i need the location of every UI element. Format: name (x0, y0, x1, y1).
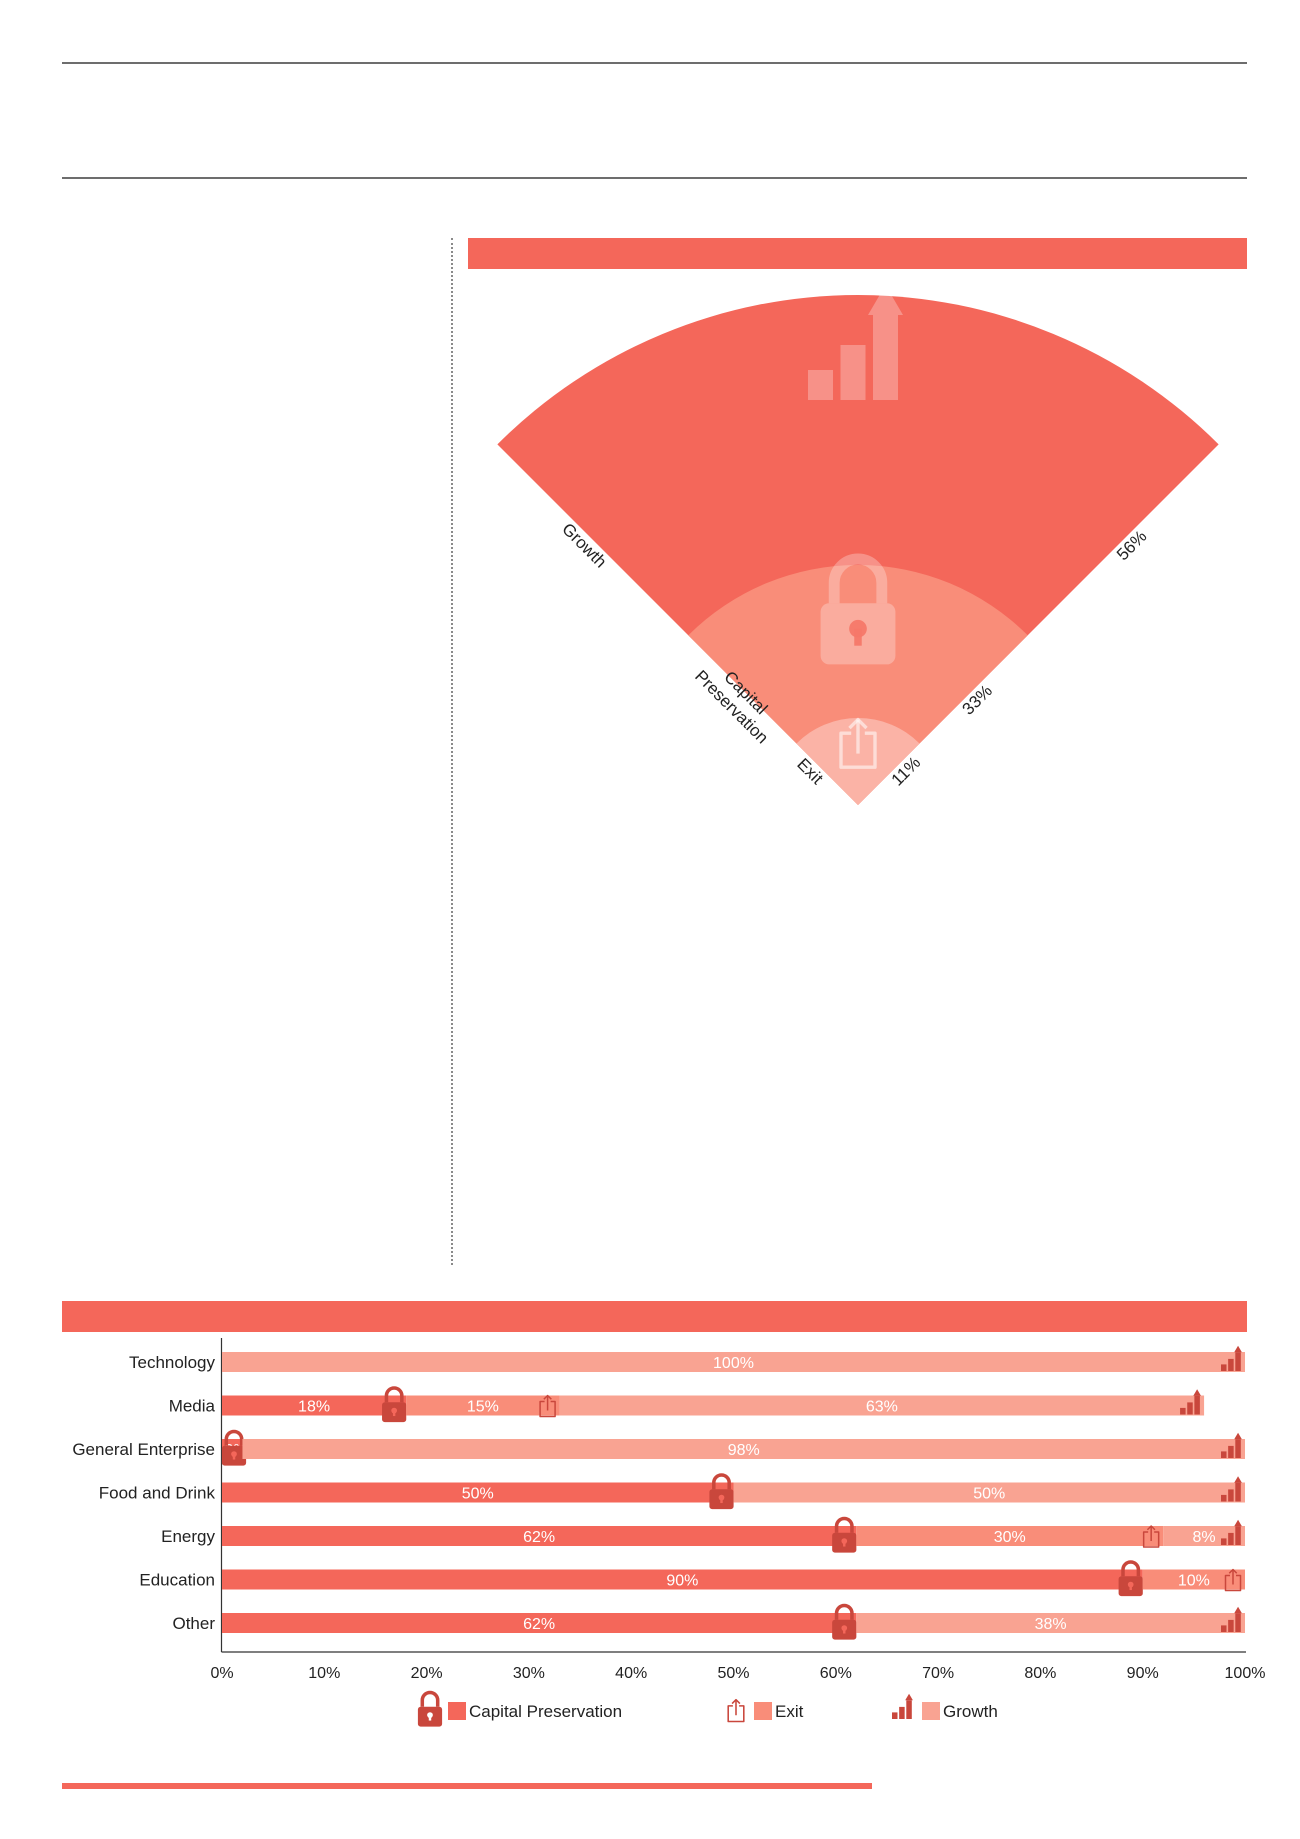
exit-share-icon (1224, 1568, 1242, 1592)
data-label: 50% (462, 1486, 494, 1503)
padlock-icon (221, 1429, 247, 1466)
category-label: General Enterprise (72, 1440, 215, 1459)
growth-bars-arrow-icon (892, 1693, 913, 1719)
bar-segment-growth (222, 1352, 1245, 1372)
bar-segment-capital-preservation (222, 1526, 857, 1546)
category-label: Other (172, 1614, 215, 1633)
bar-segment-exit (1142, 1569, 1245, 1590)
data-label: 30% (994, 1529, 1026, 1546)
fan-sector-exit (796, 718, 920, 805)
data-label: 50% (973, 1486, 1005, 1503)
x-tick-label: 0% (210, 1665, 233, 1682)
data-label: 63% (866, 1399, 898, 1416)
exit-share-icon (727, 1698, 745, 1723)
legend-label: Capital Preservation (469, 1702, 622, 1721)
fan-sector-capital-preservation (688, 565, 1028, 805)
growth-bars-arrow-icon (1221, 1606, 1242, 1632)
exit-share-icon (539, 1394, 556, 1418)
x-tick-label: 30% (513, 1665, 545, 1682)
padlock-icon (709, 1473, 734, 1510)
bar-segment-exit (856, 1526, 1164, 1546)
bar-segment-capital-preservation (222, 1569, 1143, 1590)
padlock-icon (820, 553, 896, 665)
x-tick-label: 10% (308, 1665, 340, 1682)
x-tick-label: 90% (1127, 1665, 1159, 1682)
legend-swatch (448, 1702, 466, 1720)
padlock-icon (832, 1516, 857, 1553)
x-tick-label: 60% (820, 1665, 852, 1682)
padlock-icon (382, 1386, 407, 1423)
data-label: 15% (467, 1399, 499, 1416)
bar-segment-growth (733, 1482, 1245, 1503)
padlock-icon (832, 1603, 857, 1640)
column-divider (451, 238, 453, 1265)
growth-bars-arrow-icon (1221, 1432, 1242, 1458)
bar-chart: Technology 100% Media 18% 15% 63% General Ente… (72, 1338, 1266, 1727)
data-label: 98% (728, 1442, 760, 1459)
padlock-icon (417, 1690, 443, 1727)
footer-accent-rule (62, 1783, 872, 1789)
legend-label: Exit (775, 1702, 804, 1721)
growth-bars-arrow-icon (1221, 1476, 1242, 1502)
data-label: 62% (523, 1529, 555, 1546)
exit-share-icon (839, 717, 877, 769)
growth-bars-arrow-icon (1221, 1345, 1242, 1371)
bar-chart-title-band (62, 1301, 1247, 1332)
data-label: 10% (1178, 1573, 1210, 1590)
growth-bars-arrow-icon (808, 285, 903, 400)
fan-sector-growth (497, 295, 1219, 805)
category-label: Education (139, 1571, 215, 1590)
growth-bars-arrow-icon (1221, 1519, 1242, 1545)
padlock-icon (1118, 1560, 1143, 1597)
bar-segment-capital-preservation (222, 1395, 407, 1416)
fan-icons (808, 285, 903, 769)
bar-segment-capital-preservation (222, 1482, 734, 1503)
legend-label: Growth (943, 1702, 998, 1721)
x-tick-label: 70% (922, 1665, 954, 1682)
x-tick-label: 100% (1225, 1665, 1266, 1682)
data-label: 100% (713, 1355, 754, 1372)
category-label: Energy (161, 1527, 215, 1546)
fan-chart: Growth 56%CapitalPreservation 33%Exit 11% (497, 285, 1219, 805)
data-label: 62% (523, 1616, 555, 1633)
x-tick-label: 80% (1024, 1665, 1056, 1682)
bar-segment-growth (856, 1613, 1245, 1633)
data-label: 18% (298, 1399, 330, 1416)
data-label: 38% (1035, 1616, 1067, 1633)
legend-swatch (754, 1702, 772, 1720)
header-bottom-rule (62, 177, 1247, 179)
bar-segment-growth (559, 1395, 1205, 1416)
legend-swatch (922, 1702, 940, 1720)
legend: Capital Preservation Exit Growth (417, 1690, 998, 1727)
x-tick-label: 50% (717, 1665, 749, 1682)
bar-segment-exit (406, 1395, 560, 1416)
exit-share-icon (1142, 1525, 1160, 1548)
growth-bars-arrow-icon (1180, 1389, 1201, 1415)
data-label: 90% (666, 1573, 698, 1590)
bar-segment-growth (242, 1439, 1245, 1459)
header-top-rule (62, 62, 1247, 64)
data-label: 8% (1193, 1529, 1216, 1546)
bar-segment-capital-preservation (222, 1613, 857, 1633)
category-label: Food and Drink (99, 1484, 216, 1503)
category-label: Technology (129, 1353, 216, 1372)
category-label: Media (169, 1397, 216, 1416)
x-tick-label: 40% (615, 1665, 647, 1682)
fan-chart-title-band (468, 238, 1247, 269)
x-tick-label: 20% (411, 1665, 443, 1682)
